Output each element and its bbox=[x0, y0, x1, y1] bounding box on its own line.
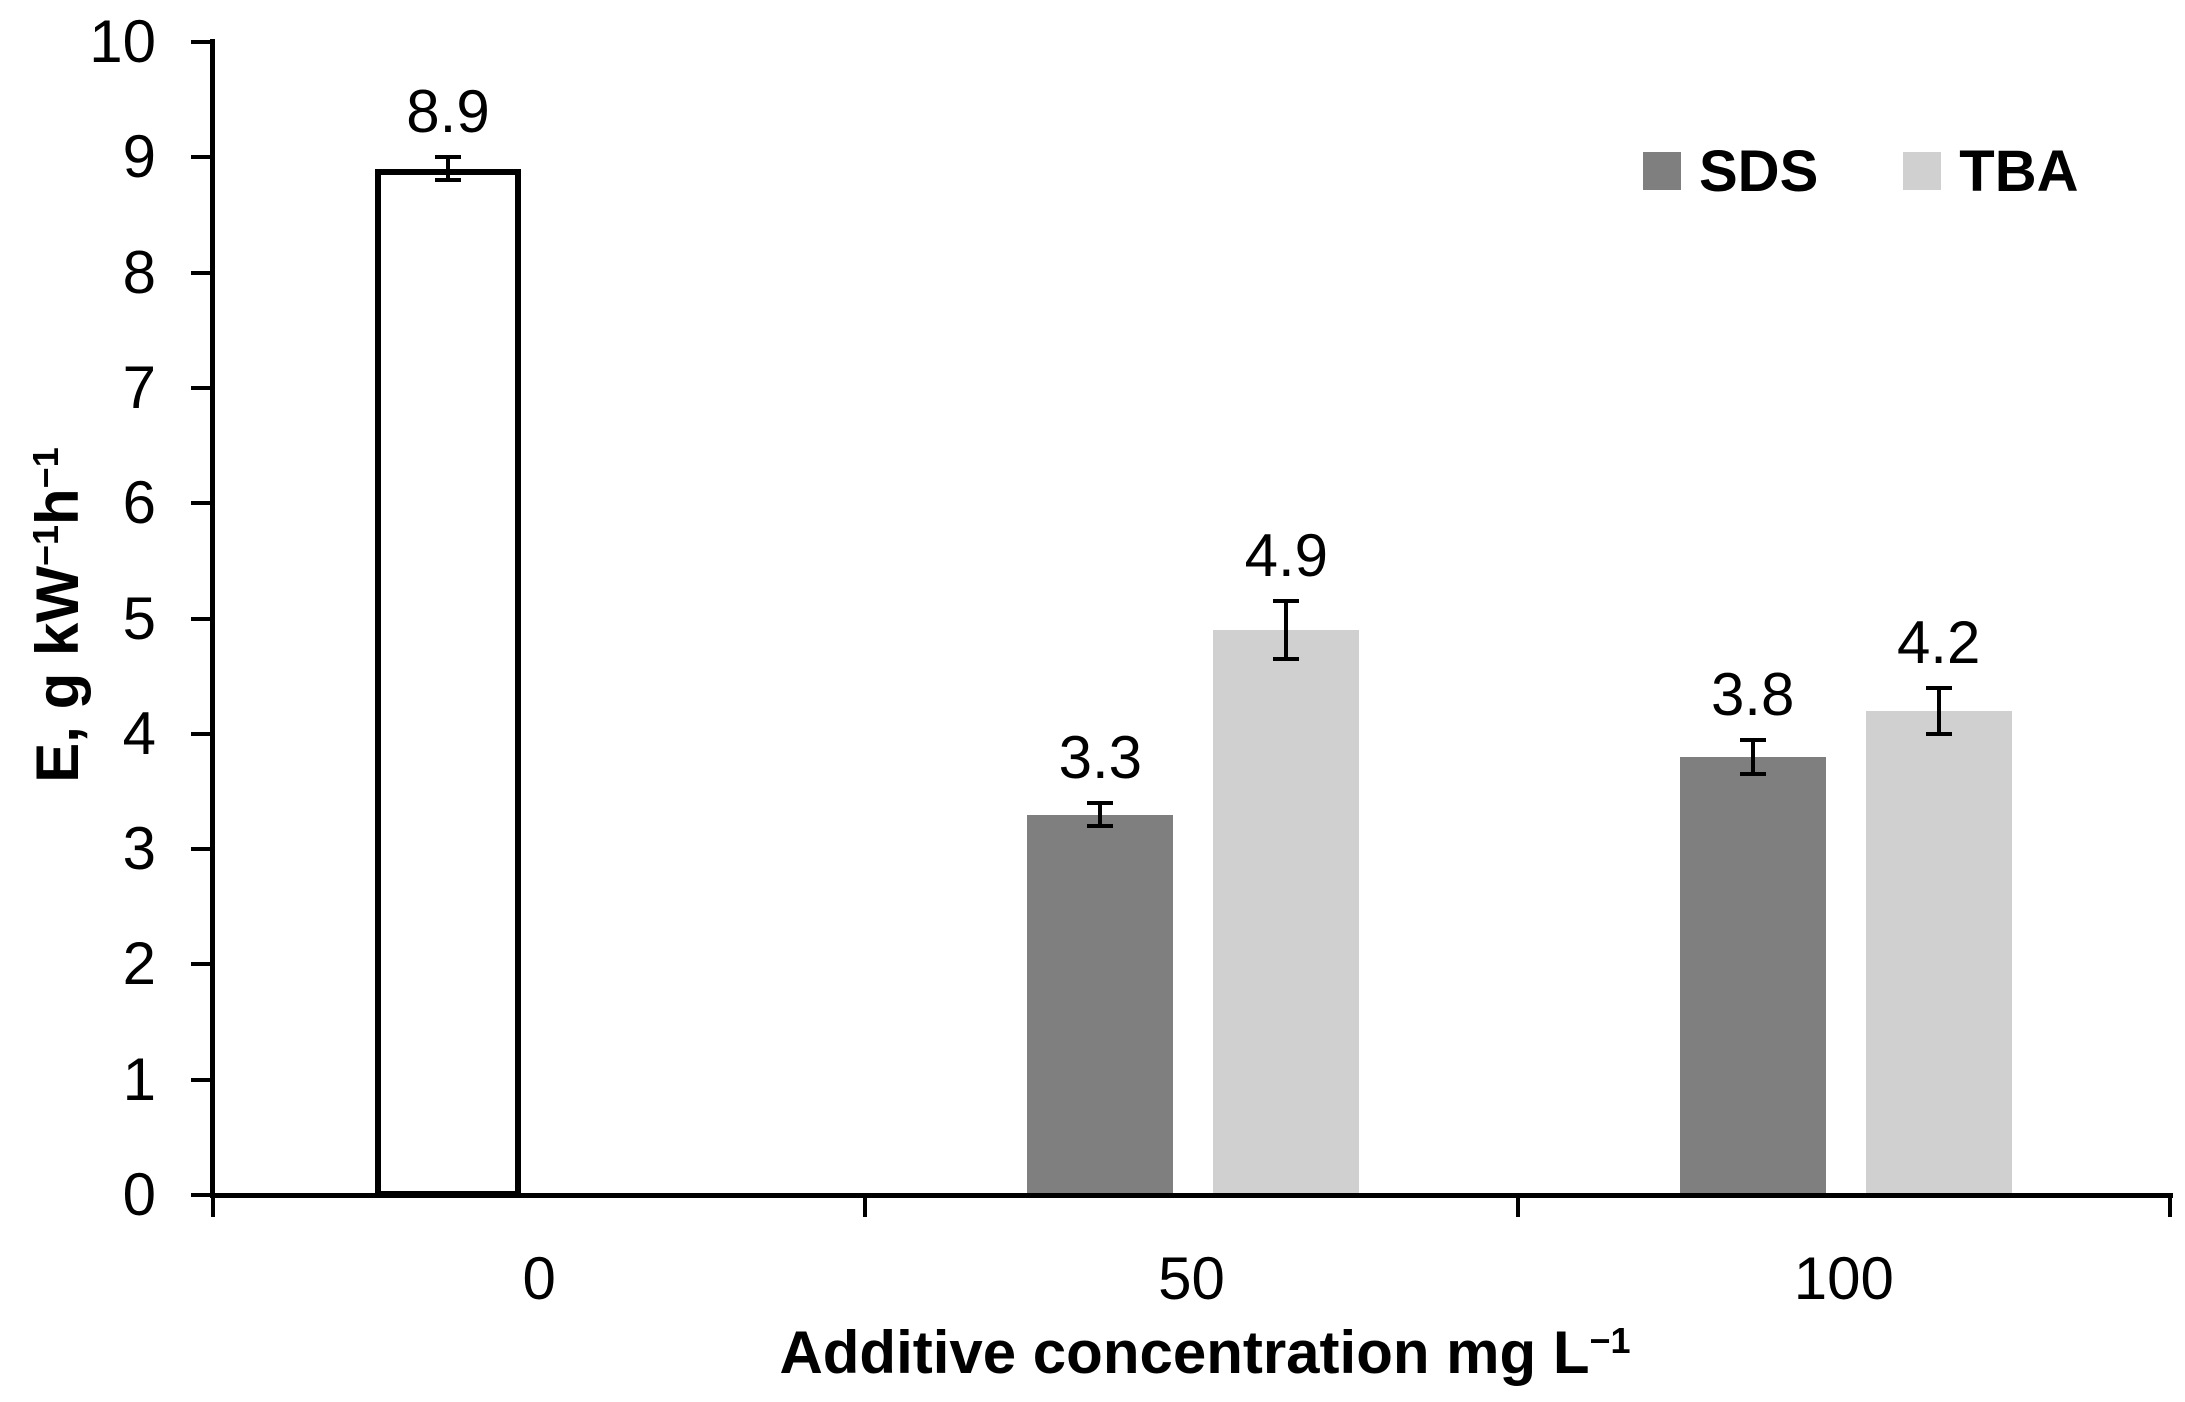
y-tick-label: 8 bbox=[122, 238, 156, 306]
error-bar-cap-bottom bbox=[435, 178, 461, 183]
error-bar-cap-top bbox=[1087, 800, 1114, 805]
y-axis-tick bbox=[191, 962, 213, 967]
error-bar-cap-top bbox=[1739, 737, 1766, 742]
y-tick-label: 9 bbox=[122, 123, 156, 191]
y-axis-tick bbox=[191, 847, 213, 852]
bar-sds-50 bbox=[1027, 814, 1174, 1197]
bar-data-label: 3.3 bbox=[1058, 723, 1143, 791]
error-bar-cap-bottom bbox=[1925, 731, 1952, 736]
bar-tba-100 bbox=[1865, 710, 2012, 1197]
x-axis-tick bbox=[2168, 1195, 2172, 1217]
bar-data-label: 4.9 bbox=[1244, 522, 1329, 590]
bar-data-label: 8.9 bbox=[406, 78, 490, 146]
error-bar-cap-bottom bbox=[1087, 824, 1114, 829]
y-axis-tick bbox=[191, 616, 213, 621]
y-axis-tick bbox=[191, 270, 213, 275]
error-bar-line bbox=[1284, 601, 1289, 659]
error-bar-cap-top bbox=[1273, 599, 1300, 604]
error-bar-cap-bottom bbox=[1739, 772, 1766, 777]
x-axis-line bbox=[210, 1193, 2173, 1198]
legend-item-tba: TBA bbox=[1903, 138, 2078, 205]
bar-sds-100 bbox=[1679, 756, 1826, 1197]
y-tick-label: 1 bbox=[122, 1045, 156, 1113]
y-axis-tick bbox=[191, 731, 213, 736]
error-bar-cap-bottom bbox=[1273, 656, 1300, 661]
y-axis-tick bbox=[191, 40, 213, 44]
x-tick-label: 100 bbox=[1793, 1245, 1894, 1312]
error-bar-cap-top bbox=[435, 155, 461, 160]
y-tick-label: 7 bbox=[122, 353, 156, 421]
error-bar-cap-top bbox=[1925, 685, 1952, 690]
legend-label-sds: SDS bbox=[1699, 138, 1819, 204]
error-bar-line bbox=[446, 157, 450, 181]
y-tick-label: 0 bbox=[122, 1161, 156, 1228]
x-tick-label: 0 bbox=[522, 1245, 556, 1312]
y-tick-label: 3 bbox=[122, 815, 156, 883]
y-axis-tick bbox=[191, 155, 213, 160]
y-tick-label: 4 bbox=[122, 699, 156, 767]
y-axis-tick bbox=[191, 501, 213, 506]
legend-swatch-tba bbox=[1903, 152, 1942, 190]
legend-label-tba: TBA bbox=[1959, 138, 2079, 204]
legend-swatch-sds bbox=[1643, 152, 1681, 190]
y-axis-tick bbox=[191, 1193, 213, 1197]
legend: SDS TBA bbox=[1643, 137, 2078, 205]
x-axis-title: Additive concentration mg L−1 bbox=[779, 1319, 1631, 1386]
error-bar-line bbox=[1936, 687, 1941, 734]
y-axis-tick bbox=[191, 1077, 213, 1082]
error-bar-line bbox=[1750, 739, 1755, 775]
y-tick-label: 2 bbox=[122, 930, 156, 998]
x-axis-tick bbox=[211, 1195, 215, 1217]
error-bar-line bbox=[1098, 802, 1103, 827]
y-axis-tick bbox=[191, 385, 213, 390]
y-tick-label: 10 bbox=[89, 8, 156, 75]
bar-tba-50 bbox=[1213, 630, 1360, 1197]
bar-data-label: 4.2 bbox=[1896, 608, 1981, 676]
y-tick-label: 5 bbox=[122, 584, 156, 652]
x-axis-tick bbox=[1515, 1195, 1520, 1217]
legend-item-sds: SDS bbox=[1643, 138, 1818, 205]
x-tick-label: 50 bbox=[1158, 1245, 1225, 1312]
bar-data-label: 3.8 bbox=[1710, 660, 1795, 728]
y-tick-label: 6 bbox=[122, 469, 156, 537]
bar-control-0 bbox=[375, 168, 521, 1197]
x-axis-tick bbox=[863, 1195, 868, 1217]
